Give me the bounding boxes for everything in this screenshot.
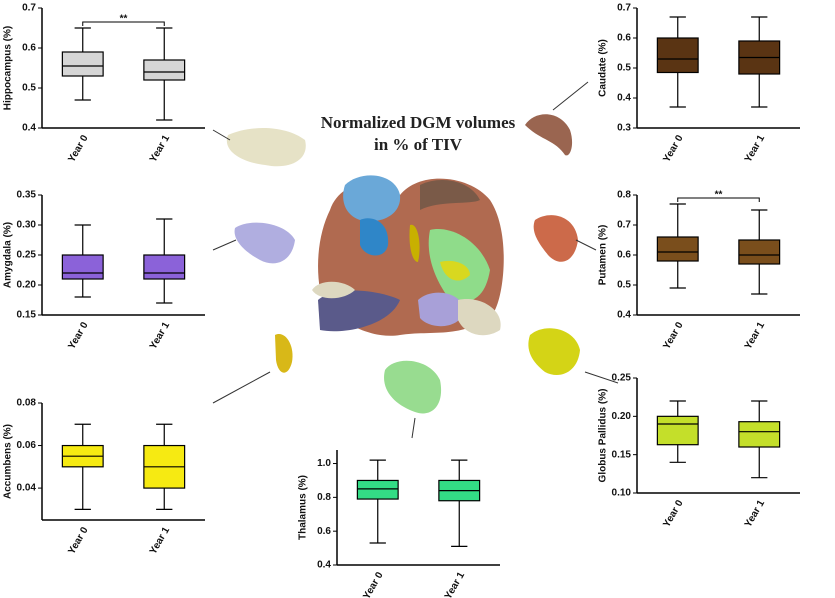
x-tick-label: Year 1 — [443, 570, 467, 598]
y-tick-label: 0.15 — [612, 449, 632, 460]
y-tick-label: 0.6 — [317, 526, 331, 537]
y-tick-label: 0.7 — [617, 3, 631, 14]
box — [61, 254, 104, 280]
y-axis-label: Putamen (%) — [598, 225, 609, 286]
significance-bracket — [677, 197, 760, 202]
box — [356, 479, 399, 500]
box — [656, 37, 699, 74]
x-tick-label: Year 0 — [661, 498, 685, 529]
box — [656, 415, 699, 446]
y-tick-label: 0.35 — [17, 190, 37, 201]
y-tick-label: 0.4 — [317, 560, 331, 571]
y-tick-label: 0.7 — [22, 3, 36, 14]
x-tick-label: Year 1 — [148, 133, 172, 164]
y-tick-label: 0.5 — [617, 63, 631, 74]
y-tick-label: 0.4 — [22, 123, 36, 134]
box — [738, 421, 781, 448]
x-tick-label: Year 1 — [743, 320, 767, 351]
x-tick-label: Year 1 — [148, 320, 172, 351]
y-axis-label: Thalamus (%) — [298, 475, 309, 540]
box — [61, 51, 104, 77]
x-tick-label: Year 1 — [743, 133, 767, 164]
y-tick-label: 0.30 — [17, 220, 37, 231]
significance-label: ** — [715, 190, 723, 201]
box — [656, 236, 699, 262]
x-tick-label: Year 0 — [66, 320, 90, 351]
brain-render — [226, 114, 580, 414]
x-tick-label: Year 1 — [743, 498, 767, 529]
y-tick-label: 0.7 — [617, 220, 631, 231]
y-tick-label: 0.8 — [317, 492, 331, 503]
y-tick-label: 0.10 — [612, 488, 632, 499]
y-tick-label: 0.20 — [612, 411, 632, 422]
y-tick-label: 0.4 — [617, 93, 631, 104]
x-tick-label: Year 0 — [361, 570, 385, 598]
box — [143, 254, 186, 280]
significance-bracket — [82, 21, 165, 26]
y-tick-label: 0.25 — [17, 250, 37, 261]
box — [738, 239, 781, 265]
y-tick-label: 0.5 — [617, 280, 631, 291]
y-tick-label: 0.8 — [617, 190, 631, 201]
y-axis-label: Hippocampus (%) — [3, 26, 14, 110]
figure-title: Normalized DGM volumes in % of TIV — [320, 113, 516, 154]
y-tick-label: 0.04 — [17, 483, 37, 494]
y-tick-label: 0.15 — [17, 310, 37, 321]
box — [143, 59, 186, 81]
y-tick-label: 0.6 — [617, 33, 631, 44]
y-tick-label: 0.06 — [17, 440, 37, 451]
y-axis-label: Accumbens (%) — [3, 424, 14, 499]
x-tick-label: Year 0 — [661, 320, 685, 351]
significance-label: ** — [120, 14, 128, 25]
x-tick-label: Year 0 — [66, 525, 90, 556]
y-tick-label: 0.25 — [612, 373, 632, 384]
y-tick-label: 0.6 — [22, 43, 36, 54]
x-tick-label: Year 0 — [66, 133, 90, 164]
y-tick-label: 1.0 — [317, 458, 331, 469]
y-tick-label: 0.08 — [17, 398, 37, 409]
y-axis-label: Amygdala (%) — [3, 222, 14, 288]
x-tick-label: Year 0 — [661, 133, 685, 164]
y-tick-label: 0.4 — [617, 310, 631, 321]
y-tick-label: 0.5 — [22, 83, 36, 94]
y-axis-label: Globus Pallidus (%) — [598, 389, 609, 483]
y-tick-label: 0.20 — [17, 280, 37, 291]
connector-line — [212, 81, 619, 439]
y-axis-label: Caudate (%) — [598, 39, 609, 97]
x-tick-label: Year 1 — [148, 525, 172, 556]
y-tick-label: 0.3 — [617, 123, 631, 134]
y-tick-label: 0.6 — [617, 250, 631, 261]
